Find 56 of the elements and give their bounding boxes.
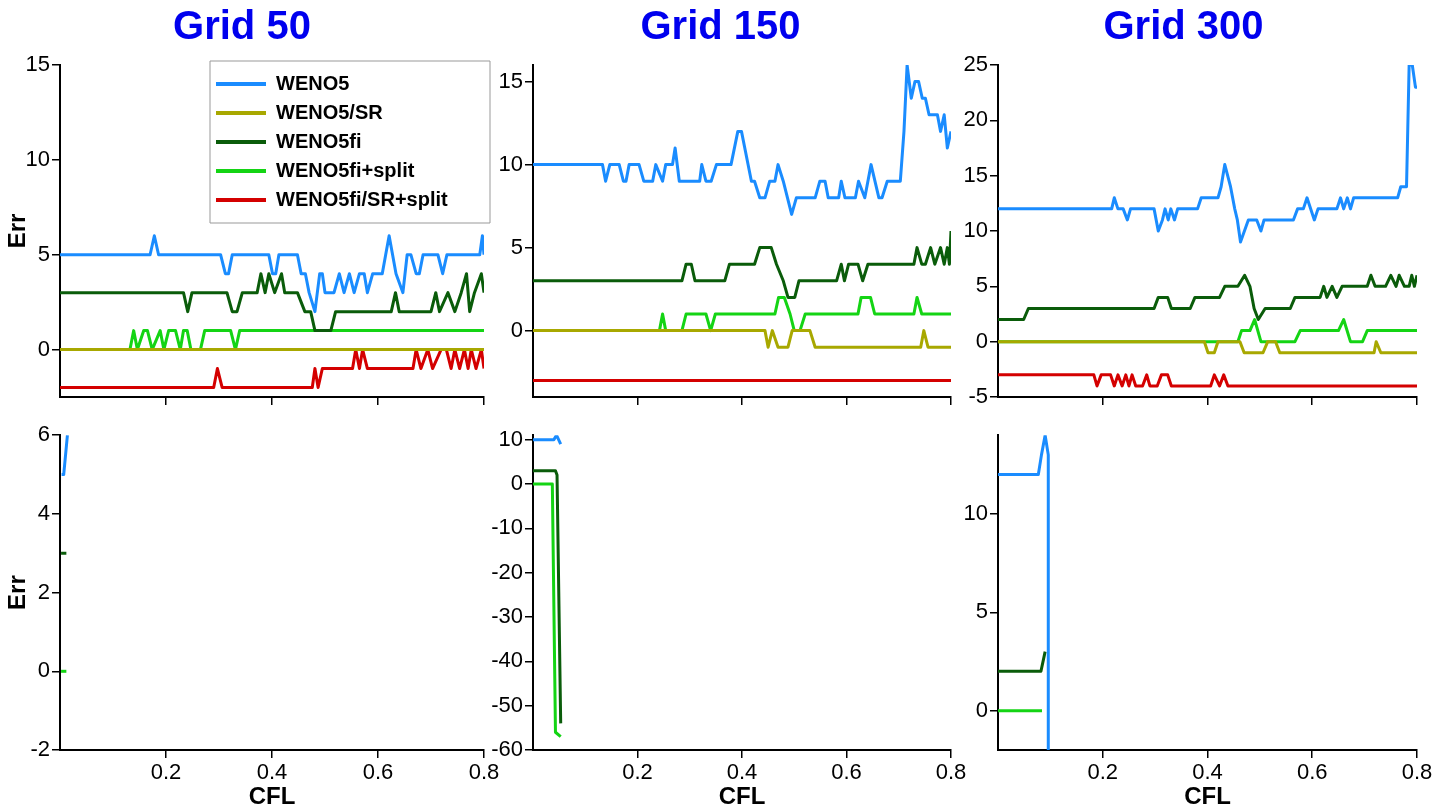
y-tick-label: 0 (975, 696, 988, 722)
y-tick-label: 6 (37, 421, 50, 447)
y-tick-label: 4 (37, 499, 50, 525)
x-tick-label: 0.8 (1401, 759, 1433, 785)
y-tick-label: -20 (491, 558, 523, 584)
y-axis-title: Err (3, 213, 31, 249)
y-tick-label: 5 (975, 272, 988, 298)
y-tick-label: 15 (498, 67, 523, 93)
y-tick-label: -5 (968, 383, 988, 409)
x-tick-label: 0.4 (1192, 759, 1223, 785)
x-tick-label: 0.2 (622, 759, 653, 785)
x-tick-label: 0.6 (362, 759, 394, 785)
legend-label: WENO5 (276, 71, 350, 94)
legend-label: WENO5fi+split (276, 158, 415, 181)
y-tick-label: -2 (30, 736, 50, 762)
x-tick-label: 0.6 (831, 759, 862, 785)
x-tick-label: 0.2 (150, 759, 182, 785)
y-tick-label: 0 (510, 316, 523, 342)
y-tick-label: 2 (37, 578, 50, 604)
x-tick-label: 0.8 (468, 759, 500, 785)
y-tick-label: -50 (491, 691, 523, 717)
y-tick-label: -30 (491, 603, 523, 629)
y-tick-label: 0 (975, 327, 988, 353)
legend-label: WENO5fi (276, 129, 362, 152)
y-tick-label: -10 (491, 514, 523, 540)
legend-label: WENO5fi/SR+split (276, 187, 449, 210)
y-tick-label: 10 (498, 150, 523, 176)
x-axis-title: CFL (248, 782, 296, 810)
y-tick-label: -60 (491, 736, 523, 762)
y-tick-label: 20 (963, 106, 988, 132)
x-tick-label: 0.4 (256, 759, 288, 785)
y-tick-label: 15 (963, 161, 988, 187)
chart-title: Grid 50 (173, 3, 311, 48)
y-tick-label: 10 (25, 145, 50, 171)
chart-title: Grid 300 (1103, 3, 1264, 48)
x-tick-label: 0.6 (1296, 759, 1328, 785)
chart-title: Grid 150 (640, 3, 801, 48)
y-tick-label: 0 (510, 470, 523, 496)
x-tick-label: 0.8 (935, 759, 967, 785)
y-tick-label: 5 (37, 240, 50, 266)
y-tick-label: 10 (963, 217, 988, 243)
y-tick-label: 15 (25, 51, 50, 77)
y-tick-label: 0 (37, 335, 50, 361)
legend-label: WENO5/SR (276, 100, 384, 123)
y-tick-label: -40 (491, 647, 523, 673)
x-tick-label: 0.2 (1087, 759, 1119, 785)
y-tick-label: 5 (975, 598, 988, 624)
y-tick-label: 10 (963, 499, 988, 525)
x-tick-label: 0.4 (726, 759, 758, 785)
x-axis-title: CFL (718, 782, 766, 810)
y-axis-title: Err (3, 575, 31, 610)
y-tick-label: 10 (498, 425, 523, 451)
x-axis-title: CFL (1184, 782, 1231, 810)
y-tick-label: 0 (37, 657, 50, 683)
y-tick-label: 25 (963, 51, 988, 77)
y-tick-label: 5 (510, 233, 523, 259)
